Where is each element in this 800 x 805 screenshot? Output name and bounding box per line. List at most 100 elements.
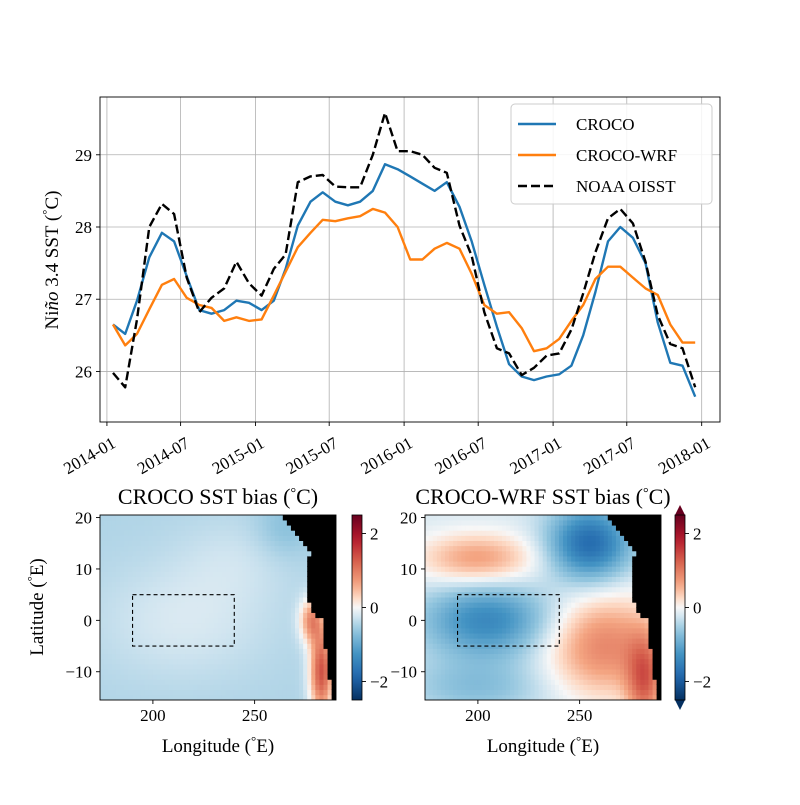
bias-cell	[546, 535, 552, 541]
bias-cell	[258, 653, 264, 660]
bias-cell	[307, 674, 312, 680]
bias-cell	[530, 674, 536, 680]
bias-cell	[465, 668, 471, 675]
bias-cell	[319, 653, 325, 660]
bias-cell	[526, 535, 532, 541]
bias-cell	[185, 612, 190, 619]
bias-cell	[120, 658, 125, 665]
bias-cell	[274, 571, 280, 577]
bias-cell	[481, 627, 487, 634]
bias-cell	[502, 602, 507, 608]
bias-cell	[282, 643, 288, 649]
bias-cell	[603, 648, 609, 655]
bias-cell	[518, 694, 523, 700]
bias-cell	[250, 607, 255, 613]
bias-cell	[290, 607, 296, 613]
bias-cell	[254, 535, 259, 541]
bias-cell	[583, 602, 589, 608]
bias-cell	[489, 591, 495, 598]
bias-cell	[436, 632, 442, 639]
bias-cell	[262, 519, 268, 526]
bias-cell	[246, 632, 251, 639]
bias-cell	[563, 632, 568, 639]
bias-cell	[120, 530, 125, 536]
bias-cell	[611, 602, 617, 608]
bias-cell	[168, 540, 174, 547]
bias-cell	[128, 602, 133, 608]
bias-cell	[432, 571, 438, 577]
bias-cell	[140, 602, 146, 608]
bias-cell	[620, 643, 625, 649]
bias-cell	[583, 627, 589, 634]
bias-cell	[436, 571, 442, 577]
bias-cell	[587, 540, 593, 547]
bias-cell	[132, 679, 137, 685]
bias-cell	[115, 524, 121, 531]
bias-cell	[611, 668, 617, 675]
bias-cell	[632, 596, 637, 603]
bias-cell	[120, 638, 125, 644]
bias-cell	[205, 560, 211, 567]
bias-cell	[136, 576, 141, 583]
bias-cell	[278, 607, 284, 613]
bias-cell	[266, 596, 272, 603]
bias-cell	[148, 576, 154, 583]
bias-cell	[299, 545, 304, 552]
bias-cell	[205, 679, 211, 685]
bias-cell	[522, 535, 528, 541]
bias-cell	[233, 576, 239, 583]
bias-cell	[103, 632, 109, 639]
bias-cell	[465, 694, 471, 700]
bias-cell	[120, 545, 125, 552]
bias-cell	[233, 545, 239, 552]
bias-cell	[440, 612, 446, 619]
bias-cell	[607, 535, 613, 541]
bias-cell	[295, 617, 300, 624]
bias-cell	[481, 530, 487, 536]
bias-cell	[530, 515, 536, 521]
bias-cell	[307, 535, 312, 541]
bias-cell	[575, 612, 580, 619]
bias-cell	[274, 627, 280, 634]
bias-cell	[217, 550, 223, 557]
bias-cell	[229, 627, 235, 634]
bias-cell	[567, 571, 572, 577]
bias-cell	[107, 648, 113, 655]
bias-cell	[432, 545, 438, 552]
bias-cell	[457, 674, 462, 680]
bias-cell	[201, 602, 207, 608]
bias-cell	[542, 602, 548, 608]
bias-cell	[238, 519, 243, 526]
bias-cell	[567, 684, 572, 691]
bias-cell	[274, 581, 280, 588]
bias-cell	[632, 524, 637, 531]
bias-cell	[270, 668, 276, 675]
bias-cell	[217, 602, 223, 608]
bias-cell	[156, 586, 162, 593]
bias-cell	[319, 617, 325, 624]
bias-cell	[453, 560, 458, 567]
bias-cell	[628, 638, 633, 644]
bias-cell	[522, 668, 528, 675]
bias-cell	[632, 663, 637, 670]
bias-cell	[644, 638, 650, 644]
bias-cell	[652, 581, 658, 588]
bias-cell	[656, 576, 661, 583]
bias-cell	[620, 586, 625, 593]
bias-cell	[168, 617, 174, 624]
bias-cell	[624, 622, 629, 629]
bias-cell	[120, 581, 125, 588]
bias-cell	[534, 689, 540, 696]
bias-cell	[611, 596, 617, 603]
bias-cell	[453, 519, 458, 526]
bias-cell	[591, 524, 597, 531]
bias-cell	[644, 519, 650, 526]
bias-cell	[550, 515, 556, 521]
bias-cell	[168, 566, 174, 572]
bias-cell	[603, 674, 609, 680]
bias-cell	[530, 576, 536, 583]
bias-cell	[262, 617, 268, 624]
bias-cell	[571, 586, 576, 593]
bias-cell	[315, 668, 321, 675]
